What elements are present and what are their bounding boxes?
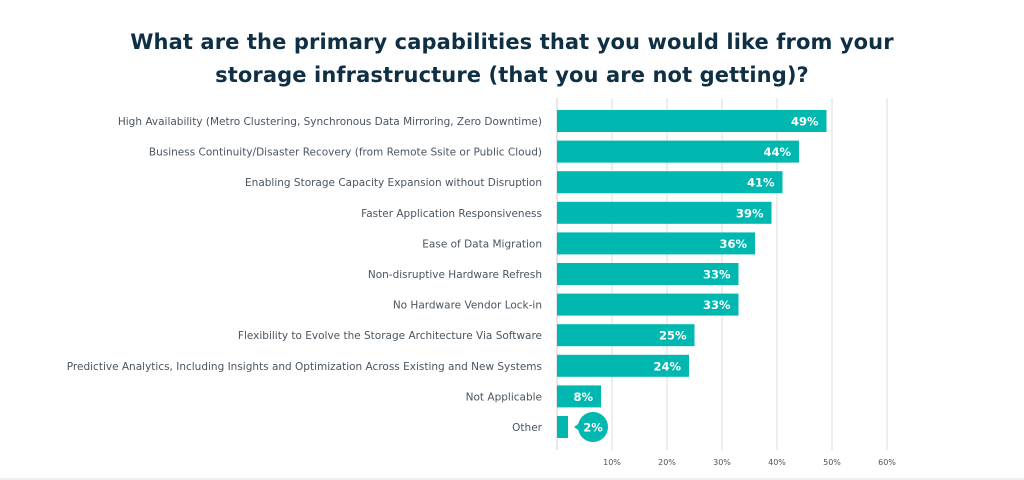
bar-value-label: 49% (791, 115, 819, 129)
category-label: High Availability (Metro Clustering, Syn… (118, 116, 542, 128)
bar-value-badge (578, 412, 608, 442)
category-labels: High Availability (Metro Clustering, Syn… (67, 116, 543, 434)
bar-value-label: 2% (583, 421, 603, 435)
category-label: Ease of Data Migration (422, 238, 542, 250)
category-label: No Hardware Vendor Lock-in (393, 300, 542, 312)
category-label: Flexibility to Evolve the Storage Archit… (238, 330, 542, 342)
bar (557, 140, 799, 163)
bar (557, 385, 601, 408)
category-label: Predictive Analytics, Including Insights… (67, 361, 542, 373)
category-label: Not Applicable (466, 391, 542, 403)
x-tick-label: 30% (713, 458, 731, 467)
category-label: Business Continuity/Disaster Recovery (f… (149, 147, 542, 159)
x-tick-label: 40% (768, 458, 786, 467)
chart-title: What are the primary capabilities that y… (0, 26, 1024, 92)
x-axis-ticks: 10% 20% 30% 40% 50% 60% (603, 458, 896, 467)
bar (557, 324, 695, 347)
bar (557, 416, 568, 438)
x-tick-label: 20% (658, 458, 676, 467)
bar (557, 171, 783, 194)
x-tick-label: 60% (878, 458, 896, 467)
bar (557, 201, 772, 224)
chart-title-line-1: What are the primary capabilities that y… (130, 30, 894, 54)
bar (557, 110, 827, 132)
bar (557, 232, 755, 255)
category-label: Enabling Storage Capacity Expansion with… (245, 177, 542, 189)
bar-value-label: 25% (659, 329, 687, 343)
category-label: Faster Application Responsiveness (361, 208, 542, 220)
category-label: Other (512, 422, 542, 434)
chart-title-line-2: storage infrastructure (that you are not… (215, 63, 809, 87)
bar-value-label: 33% (703, 268, 731, 282)
x-tick-label: 10% (603, 458, 621, 467)
bar-value-label: 8% (573, 390, 593, 404)
bar (557, 354, 689, 377)
bar-value-label: 24% (653, 359, 681, 373)
bar-value-label: 33% (703, 298, 731, 312)
bottom-divider (0, 478, 1024, 480)
x-tick-label: 50% (823, 458, 841, 467)
bar (557, 293, 739, 316)
bar-layer: 49% 44% 41% 39% 36% 33% 33% 25% 24% 8% 2% (557, 110, 827, 442)
category-label: Non-disruptive Hardware Refresh (368, 269, 542, 281)
bar-value-label: 41% (747, 176, 775, 190)
bar (557, 263, 739, 285)
bar-value-label: 36% (719, 237, 747, 251)
bar-value-label: 44% (763, 145, 791, 159)
bar-value-label: 39% (736, 206, 764, 220)
